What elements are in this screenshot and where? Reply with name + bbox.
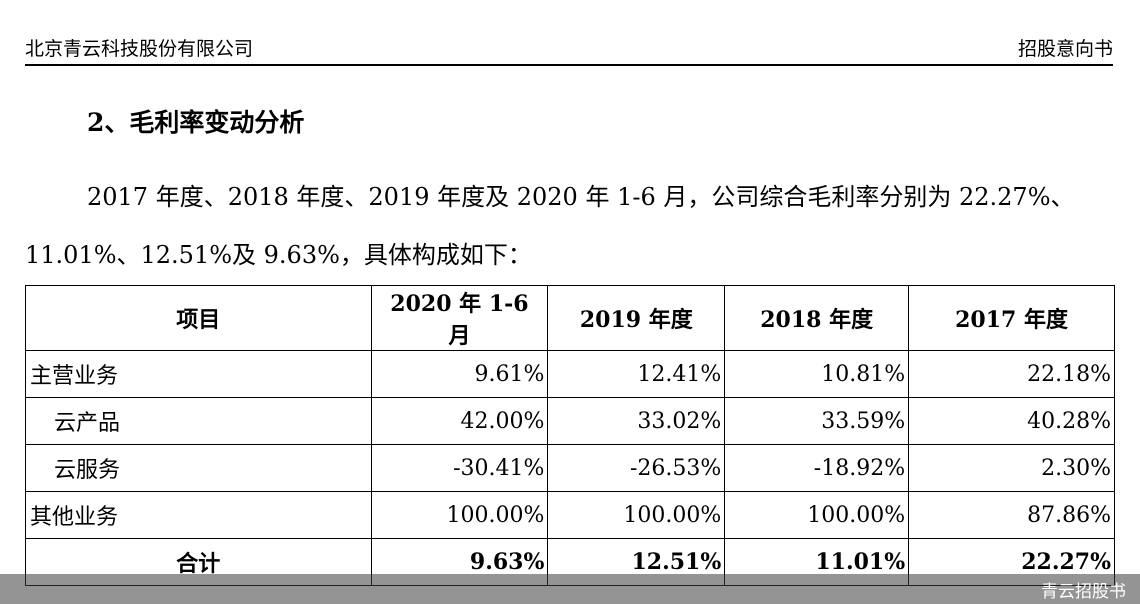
table-row: 主营业务 9.61% 12.41% 10.81% 22.18% — [25, 350, 1115, 398]
cell-value: 100.00% — [547, 491, 726, 539]
table-header-row: 项目 2020 年 1-6 月 2019 年度 2018 年度 2017 年度 — [25, 285, 1115, 351]
cell-value: 40.28% — [908, 397, 1115, 445]
cell-value: 2.30% — [908, 444, 1115, 492]
table-row: 云服务 -30.41% -26.53% -18.92% 2.30% — [25, 444, 1115, 492]
cell-value: 33.02% — [547, 397, 726, 445]
cell-value: 87.86% — [908, 491, 1115, 539]
cell-value: -26.53% — [547, 444, 726, 492]
paragraph-line-2: 11.01%、12.51%及 9.63%，具体构成如下： — [25, 241, 532, 269]
cell-value: 22.18% — [908, 350, 1115, 398]
watermark-text: 青云招股书 — [1041, 581, 1126, 602]
cell-value: 9.61% — [370, 350, 549, 398]
paragraph-line-1: 2017 年度、2018 年度、2019 年度及 2020 年 1-6 月，公司… — [87, 183, 1075, 211]
cell-value: 33.59% — [724, 397, 910, 445]
header-2019: 2019 年度 — [547, 285, 726, 351]
header-2017: 2017 年度 — [908, 285, 1115, 351]
header-2018: 2018 年度 — [724, 285, 910, 351]
cell-value: 12.41% — [547, 350, 726, 398]
header-2020h1: 2020 年 1-6 月 — [370, 285, 549, 351]
row-label: 云服务 — [25, 444, 372, 492]
gross-margin-table: 项目 2020 年 1-6 月 2019 年度 2018 年度 2017 年度 … — [25, 285, 1115, 586]
company-name: 北京青云科技股份有限公司 — [25, 37, 254, 60]
cell-value: -30.41% — [370, 444, 549, 492]
table-row: 其他业务 100.00% 100.00% 100.00% 87.86% — [25, 491, 1115, 539]
row-label: 云产品 — [25, 397, 372, 445]
row-label: 主营业务 — [25, 350, 372, 398]
cell-value: 10.81% — [724, 350, 910, 398]
section-title: 2、毛利率变动分析 — [87, 108, 305, 137]
table-row: 云产品 42.00% 33.02% 33.59% 40.28% — [25, 397, 1115, 445]
body-paragraph: 2017 年度、2018 年度、2019 年度及 2020 年 1-6 月，公司… — [25, 168, 1115, 284]
header-item: 项目 — [25, 285, 372, 351]
row-label: 其他业务 — [25, 491, 372, 539]
cell-value: -18.92% — [724, 444, 910, 492]
document-type: 招股意向书 — [1017, 37, 1113, 60]
watermark-bar: 青云招股书 — [0, 574, 1140, 604]
cell-value: 42.00% — [370, 397, 549, 445]
cell-value: 100.00% — [370, 491, 549, 539]
page-header: 北京青云科技股份有限公司 招股意向书 — [25, 30, 1113, 66]
cell-value: 100.00% — [724, 491, 910, 539]
